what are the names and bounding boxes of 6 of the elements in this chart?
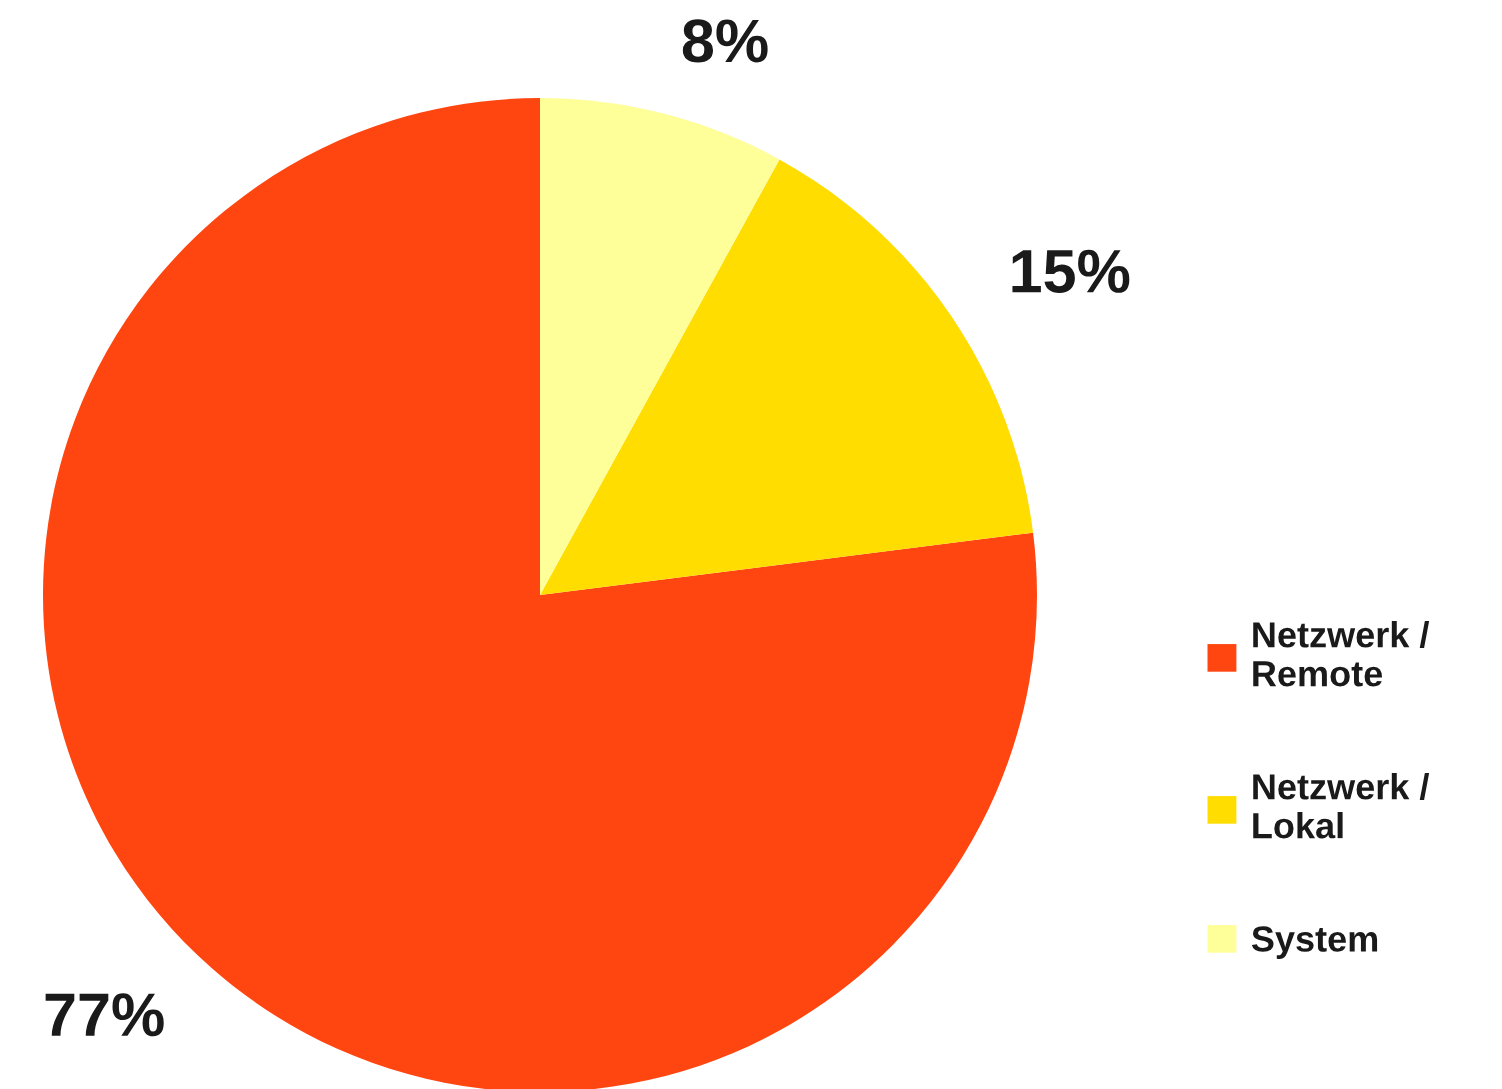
data-label: 15% bbox=[1012, 249, 1130, 293]
legend-label: Netzwerk / Lokal bbox=[1253, 773, 1430, 839]
data-label: 8% bbox=[682, 19, 768, 63]
data-label: 77% bbox=[45, 993, 164, 1037]
legend-label: System bbox=[1251, 926, 1378, 959]
legend-label: Netzwerk / Remote bbox=[1253, 621, 1430, 687]
